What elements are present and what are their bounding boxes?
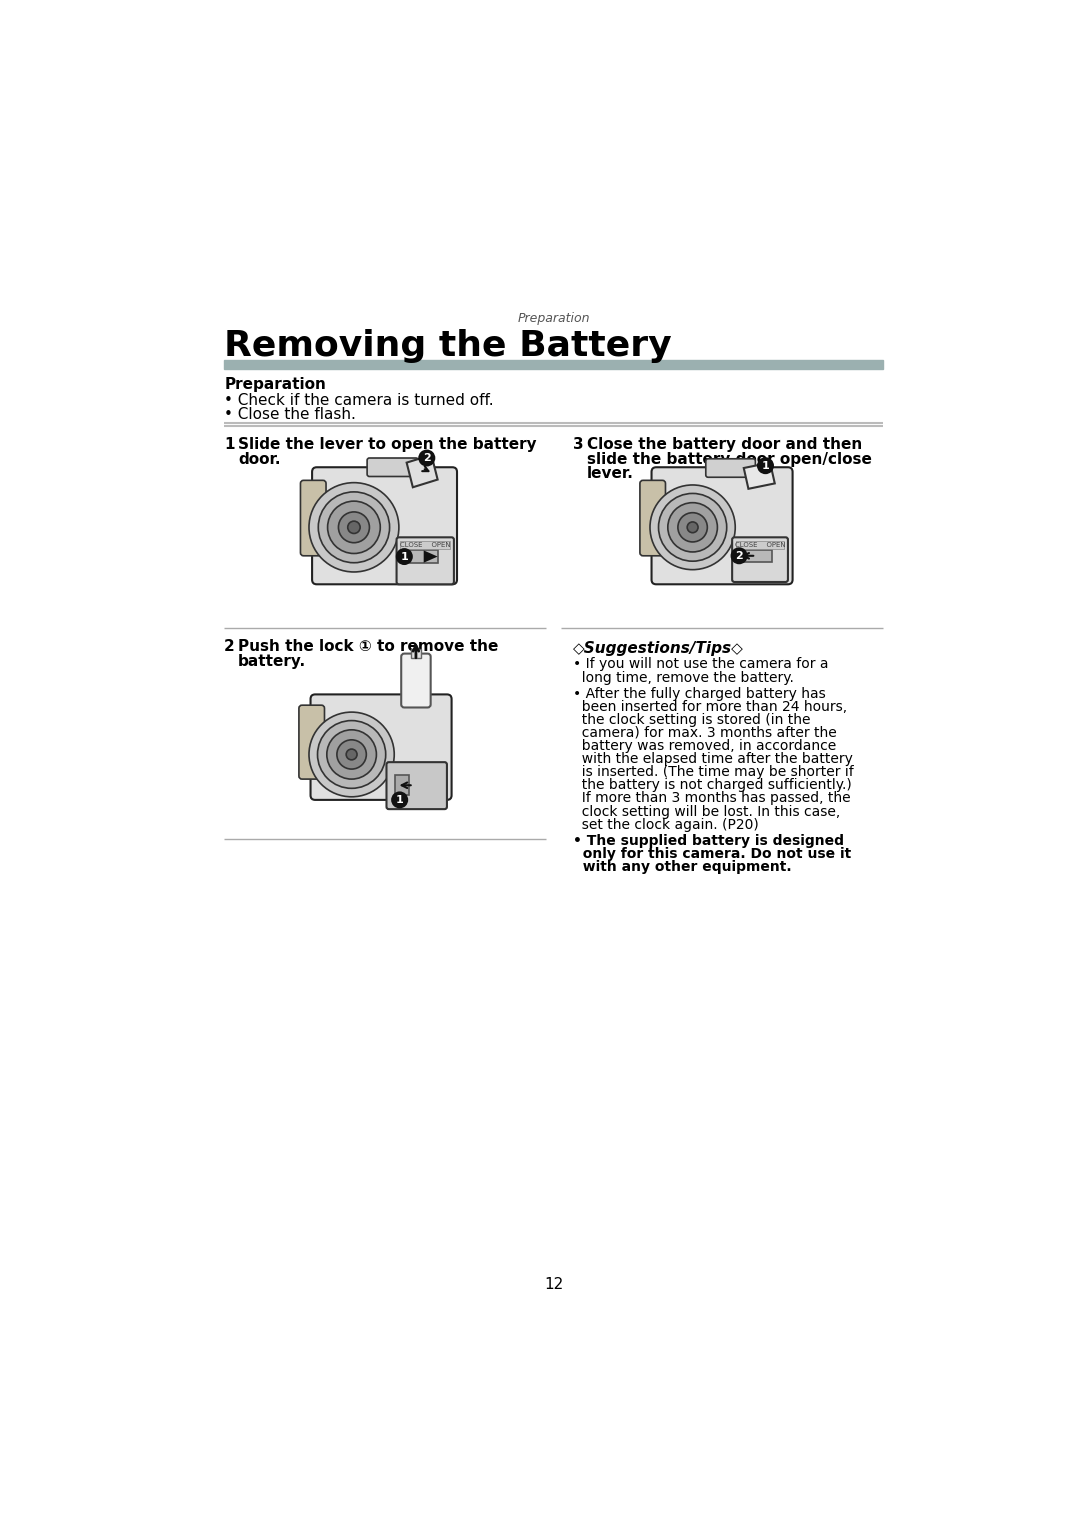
FancyBboxPatch shape [300, 481, 326, 555]
Circle shape [327, 501, 380, 554]
Text: with any other equipment.: with any other equipment. [572, 861, 792, 874]
Polygon shape [423, 551, 437, 563]
Text: Close the battery door and then: Close the battery door and then [586, 438, 862, 452]
Text: clock setting will be lost. In this case,: clock setting will be lost. In this case… [572, 804, 840, 818]
Polygon shape [744, 462, 774, 488]
Circle shape [309, 713, 394, 797]
Circle shape [318, 720, 386, 789]
Circle shape [757, 458, 774, 475]
Bar [744, 549, 772, 562]
Text: CLOSE    OPEN: CLOSE OPEN [734, 542, 785, 548]
FancyBboxPatch shape [367, 458, 418, 476]
Polygon shape [407, 455, 437, 487]
Text: 12: 12 [544, 1277, 563, 1291]
Bar [409, 551, 437, 563]
FancyBboxPatch shape [311, 694, 451, 800]
Circle shape [319, 491, 390, 563]
Text: If more than 3 months has passed, the: If more than 3 months has passed, the [572, 792, 851, 806]
Circle shape [347, 749, 357, 760]
Text: Push the lock ① to remove the: Push the lock ① to remove the [238, 639, 499, 655]
Text: with the elapsed time after the battery: with the elapsed time after the battery [572, 752, 853, 766]
Text: 1: 1 [395, 795, 404, 804]
Text: door.: door. [238, 452, 281, 467]
FancyBboxPatch shape [732, 537, 788, 581]
Text: Slide the lever to open the battery: Slide the lever to open the battery [238, 438, 537, 452]
Text: Preparation: Preparation [225, 377, 326, 392]
Text: • The supplied battery is designed: • The supplied battery is designed [572, 833, 843, 848]
Text: 3: 3 [572, 438, 583, 452]
Circle shape [309, 482, 399, 572]
Text: 2: 2 [423, 453, 431, 462]
Text: • Check if the camera is turned off.: • Check if the camera is turned off. [225, 394, 494, 409]
FancyBboxPatch shape [387, 761, 447, 809]
Circle shape [667, 502, 717, 552]
Circle shape [730, 548, 747, 565]
Text: the clock setting is stored (in the: the clock setting is stored (in the [572, 713, 810, 726]
Bar [401, 542, 450, 549]
Text: long time, remove the battery.: long time, remove the battery. [572, 670, 794, 685]
FancyBboxPatch shape [706, 459, 755, 478]
Circle shape [348, 522, 360, 534]
FancyBboxPatch shape [299, 705, 324, 780]
FancyBboxPatch shape [640, 481, 665, 555]
FancyBboxPatch shape [312, 467, 457, 584]
Bar [735, 542, 784, 549]
Circle shape [337, 740, 366, 769]
Text: 1: 1 [761, 461, 769, 470]
Circle shape [338, 511, 369, 543]
Text: been inserted for more than 24 hours,: been inserted for more than 24 hours, [572, 700, 847, 714]
Bar [411, 649, 420, 658]
Text: ◇Suggestions/Tips◇: ◇Suggestions/Tips◇ [572, 641, 744, 656]
Text: 2: 2 [735, 551, 743, 560]
FancyBboxPatch shape [396, 537, 454, 584]
Circle shape [659, 493, 727, 562]
Circle shape [391, 792, 408, 809]
Circle shape [327, 729, 377, 780]
Text: CLOSE    OPEN: CLOSE OPEN [400, 542, 450, 548]
Text: 2: 2 [225, 639, 234, 655]
Bar [225, 360, 882, 369]
Text: lever.: lever. [586, 467, 634, 482]
Text: camera) for max. 3 months after the: camera) for max. 3 months after the [572, 726, 837, 740]
Text: battery was removed, in accordance: battery was removed, in accordance [572, 739, 836, 752]
Text: Preparation: Preparation [517, 313, 590, 325]
Text: is inserted. (The time may be shorter if: is inserted. (The time may be shorter if [572, 765, 853, 780]
Text: set the clock again. (P20): set the clock again. (P20) [572, 818, 758, 832]
Text: • After the fully charged battery has: • After the fully charged battery has [572, 687, 825, 700]
FancyBboxPatch shape [651, 467, 793, 584]
Text: the battery is not charged sufficiently.): the battery is not charged sufficiently.… [572, 778, 852, 792]
Circle shape [418, 450, 435, 467]
Circle shape [650, 485, 735, 569]
Text: battery.: battery. [238, 653, 307, 668]
Text: Removing the Battery: Removing the Battery [225, 330, 672, 363]
Text: slide the battery door open/close: slide the battery door open/close [586, 452, 872, 467]
Text: only for this camera. Do not use it: only for this camera. Do not use it [572, 847, 851, 861]
Bar [395, 775, 409, 795]
Circle shape [395, 548, 413, 565]
Text: 1: 1 [401, 551, 408, 562]
Circle shape [687, 522, 698, 533]
FancyBboxPatch shape [401, 653, 431, 708]
Text: • Close the flash.: • Close the flash. [225, 407, 356, 423]
Text: • If you will not use the camera for a: • If you will not use the camera for a [572, 658, 828, 671]
Text: 1: 1 [225, 438, 234, 452]
Circle shape [678, 513, 707, 542]
